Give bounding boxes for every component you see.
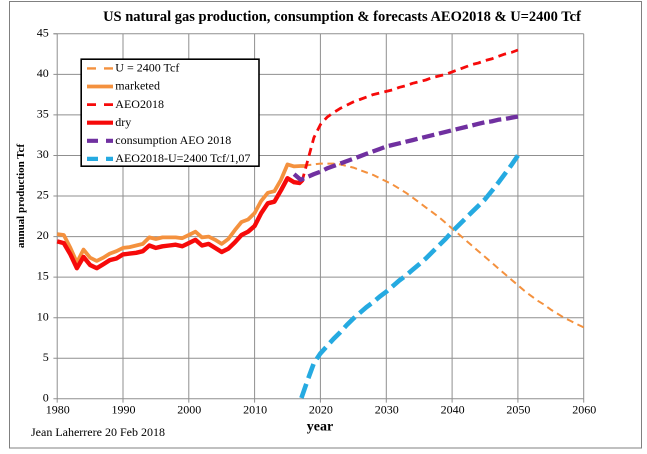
svg-text:year: year	[307, 420, 333, 435]
svg-text:15: 15	[37, 269, 49, 283]
svg-text:marketed: marketed	[115, 79, 160, 93]
svg-text:annual production Tcf: annual production Tcf	[15, 143, 27, 248]
svg-text:2050: 2050	[506, 403, 530, 417]
svg-text:45: 45	[37, 25, 49, 39]
svg-text:20: 20	[37, 228, 49, 242]
svg-text:5: 5	[43, 350, 49, 364]
svg-text:AEO2018: AEO2018	[115, 97, 164, 111]
svg-text:U = 2400 Tcf: U = 2400 Tcf	[115, 61, 179, 75]
svg-text:dry: dry	[115, 115, 131, 129]
svg-text:AEO2018-U=2400 Tcf/1,07: AEO2018-U=2400 Tcf/1,07	[115, 151, 250, 165]
svg-text:Jean Laherrere 20 Feb 2018: Jean Laherrere 20 Feb 2018	[31, 425, 165, 439]
svg-text:US natural gas production, con: US natural gas production, consumption &…	[103, 9, 581, 25]
svg-text:2010: 2010	[243, 403, 267, 417]
svg-text:0: 0	[43, 390, 49, 404]
svg-text:2060: 2060	[572, 403, 596, 417]
svg-text:2020: 2020	[309, 403, 333, 417]
svg-text:2030: 2030	[375, 403, 399, 417]
svg-text:2000: 2000	[177, 403, 201, 417]
svg-text:1990: 1990	[112, 403, 136, 417]
svg-text:10: 10	[37, 309, 49, 323]
svg-text:40: 40	[37, 66, 49, 80]
svg-text:30: 30	[37, 147, 49, 161]
svg-text:25: 25	[37, 188, 49, 202]
svg-text:1980: 1980	[46, 403, 70, 417]
svg-text:consumption AEO 2018: consumption AEO 2018	[115, 133, 231, 147]
svg-text:35: 35	[37, 107, 49, 121]
svg-text:2040: 2040	[441, 403, 465, 417]
